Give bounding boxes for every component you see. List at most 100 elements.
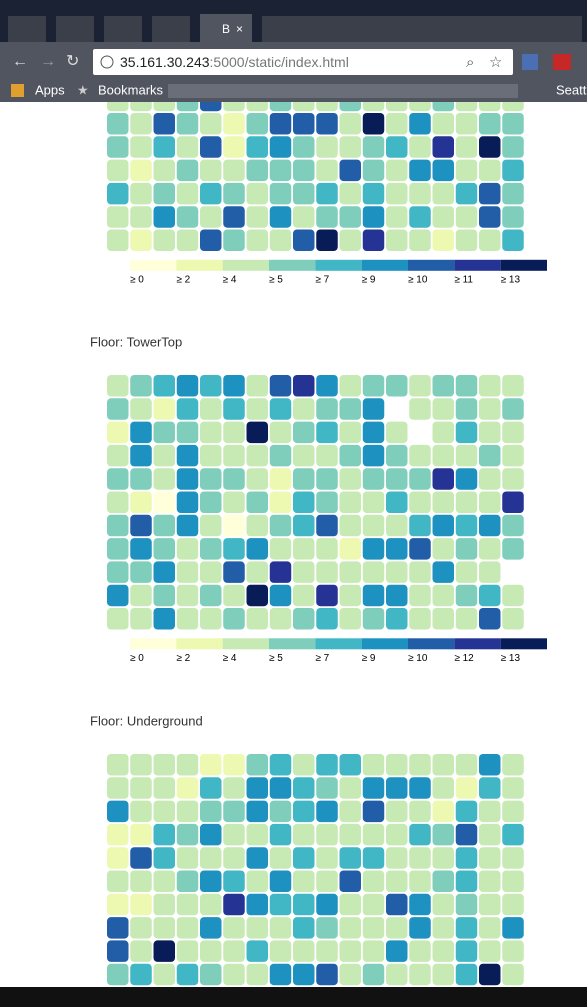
- cell: [200, 561, 222, 583]
- info-icon[interactable]: [100, 55, 114, 69]
- bookmark-icons[interactable]: [168, 84, 518, 98]
- cell: [316, 917, 338, 939]
- cell: [479, 963, 501, 986]
- cell: [130, 375, 152, 397]
- legend-swatch: [500, 638, 547, 650]
- cell: [386, 754, 408, 776]
- cell: [479, 421, 501, 444]
- cell: [479, 917, 501, 939]
- cell: [200, 182, 222, 205]
- cell: [362, 777, 385, 799]
- floor-title: Floor: Underground: [90, 713, 203, 728]
- tab[interactable]: [152, 16, 190, 42]
- cell: [316, 940, 338, 962]
- bookmark[interactable]: Bookmarks: [98, 82, 164, 97]
- cell: [386, 847, 408, 869]
- cell: [362, 182, 385, 205]
- cell: [386, 102, 408, 112]
- gmail-icon[interactable]: [553, 54, 571, 70]
- cell: [107, 229, 129, 251]
- cell: [153, 102, 175, 112]
- cell: [223, 754, 245, 776]
- cell: [455, 538, 478, 560]
- cell: [432, 561, 454, 583]
- cell: [432, 375, 454, 397]
- cell: [246, 561, 268, 583]
- cell: [479, 940, 501, 962]
- bookmark[interactable]: Seattl: [556, 82, 587, 97]
- cell: [130, 584, 152, 607]
- tab-close[interactable]: ×: [236, 22, 243, 36]
- taskbar: [0, 987, 587, 1007]
- cell: [409, 754, 431, 776]
- cell: [386, 963, 408, 986]
- legend-swatch: [454, 638, 501, 650]
- cell: [339, 113, 361, 135]
- cell: [409, 229, 431, 251]
- cell: [293, 182, 315, 205]
- cell: [200, 113, 222, 135]
- cell: [432, 229, 454, 251]
- cell: [339, 608, 361, 630]
- cell: [362, 468, 385, 490]
- cell: [130, 870, 152, 892]
- cell: [479, 206, 501, 228]
- cell: [455, 444, 478, 467]
- cell: [200, 538, 222, 560]
- cell: [479, 182, 501, 205]
- reload-button[interactable]: ↻: [66, 53, 79, 70]
- apps-icon[interactable]: [11, 84, 24, 97]
- back-button[interactable]: ←: [12, 53, 28, 70]
- tab-group[interactable]: [262, 16, 582, 42]
- bookmark-star[interactable]: ☆: [489, 54, 502, 71]
- cell: [502, 421, 524, 444]
- cell: [130, 823, 152, 846]
- cell: [455, 375, 478, 397]
- cell: [409, 136, 431, 158]
- cell: [176, 940, 199, 962]
- cell: [107, 444, 129, 467]
- cell: [200, 584, 222, 607]
- cell: [269, 940, 292, 962]
- cell: [409, 398, 431, 420]
- cell: [153, 754, 175, 776]
- address-bar[interactable]: [93, 49, 513, 75]
- legend-label: ≥ 11: [454, 274, 473, 285]
- cell: [502, 206, 524, 228]
- cell: [386, 206, 408, 228]
- zoom-icon[interactable]: ⌕: [466, 54, 474, 71]
- active-tab[interactable]: [200, 14, 252, 42]
- cell: [455, 561, 478, 583]
- cell: [362, 870, 385, 892]
- cell: [130, 159, 152, 182]
- cell: [502, 963, 524, 986]
- cell: [362, 940, 385, 962]
- cell: [479, 561, 501, 583]
- legend-swatch: [408, 259, 455, 271]
- cell: [200, 800, 222, 823]
- cell: [107, 398, 129, 420]
- forward-button[interactable]: →: [40, 53, 56, 70]
- extension-icon[interactable]: [522, 54, 538, 70]
- cell: [223, 777, 245, 799]
- cell: [153, 893, 175, 916]
- cell: [107, 870, 129, 892]
- cell: [362, 375, 385, 397]
- cell: [153, 823, 175, 846]
- legend-label: ≥ 0: [130, 653, 144, 664]
- cell: [130, 136, 152, 158]
- cell: [455, 421, 478, 444]
- cell: [409, 608, 431, 630]
- cell: [432, 206, 454, 228]
- bookmark[interactable]: Apps: [35, 82, 65, 97]
- cell: [153, 608, 175, 630]
- cell: [200, 917, 222, 939]
- cell: [130, 561, 152, 583]
- cell: [130, 491, 152, 513]
- cell: [316, 847, 338, 869]
- tab[interactable]: [104, 16, 142, 42]
- tab[interactable]: [8, 16, 46, 42]
- cell: [386, 800, 408, 823]
- tab[interactable]: [56, 16, 94, 42]
- legend-label: ≥ 7: [315, 274, 329, 285]
